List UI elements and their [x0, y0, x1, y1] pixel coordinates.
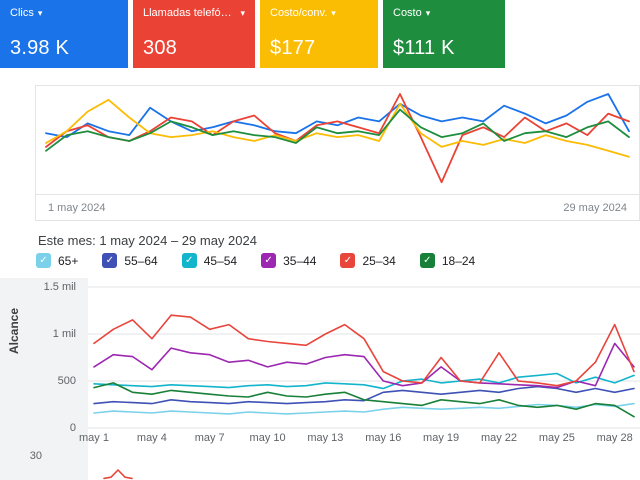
scorecard-value: $111 K [393, 37, 455, 59]
x-tick-label: may 4 [136, 432, 167, 444]
chevron-down-icon: ▾ [331, 7, 336, 18]
legend-item-18-24[interactable]: ✓ 18–24 [419, 253, 476, 268]
x-tick-label: may 13 [307, 432, 344, 444]
checkbox-checked-icon[interactable]: ✓ [340, 253, 356, 268]
x-axis-start-label: 1 may 2024 [48, 201, 106, 214]
x-tick-label: may 25 [538, 432, 575, 444]
check-icon: ✓ [39, 254, 48, 266]
reach-chart-x-axis: may 1 may 4 may 7 may 10 may 13 may 16 may 19 m… [79, 432, 640, 446]
legend-item-65plus[interactable]: ✓ 65+ [36, 253, 78, 268]
scorecard-llamadas-dropdown[interactable]: Llamadas telefónic… ▾ [143, 7, 245, 19]
scorecard-clics-dropdown[interactable]: Clics ▾ [10, 7, 118, 19]
x-tick-label: may 7 [194, 432, 225, 444]
legend-item-35-44[interactable]: ✓ 35–44 [261, 253, 316, 268]
legend-label: 35–44 [283, 253, 317, 268]
reach-chart-axis-panel [0, 278, 88, 480]
y-tick-label: 0 [69, 422, 76, 434]
check-icon: ✓ [343, 254, 353, 266]
partial-chart [88, 448, 640, 480]
check-icon: ✓ [264, 254, 273, 266]
legend-label: 25–34 [362, 253, 396, 268]
checkbox-checked-icon[interactable]: ✓ [419, 253, 435, 268]
partial-chart-svg [103, 469, 133, 480]
y-tick-label: 500 [57, 375, 76, 387]
check-icon: ✓ [185, 254, 194, 266]
scorecard-label: Costo [393, 7, 422, 19]
x-tick-label: may 1 [79, 432, 109, 444]
x-tick-label: may 19 [423, 432, 460, 444]
scorecard-value: 308 [143, 37, 177, 59]
legend-label: 18–24 [441, 253, 476, 268]
reach-chart [88, 278, 640, 430]
scorecard-llamadas[interactable]: Llamadas telefónic… ▾ 308 [133, 0, 255, 68]
chevron-down-icon: ▾ [37, 7, 43, 18]
check-icon: ✓ [105, 254, 115, 266]
scorecard-label: Costo/conv. [270, 7, 328, 19]
x-tick-label: may 22 [480, 432, 518, 444]
scorecard-costo-conv-dropdown[interactable]: Costo/conv. ▾ [270, 7, 368, 19]
age-legend: ✓ 65+ ✓ 55–64 ✓ 45–54 ✓ 35–44 ✓ 25–34 ✓ … [36, 253, 475, 268]
scorecard-costo-dropdown[interactable]: Costo ▾ [393, 7, 495, 19]
scorecard-label: Clics [10, 7, 34, 19]
reach-chart-svg [88, 286, 640, 429]
reach-chart-y-axis: 0 500 1 mil 1.5 mil [0, 278, 80, 438]
overview-chart-x-axis: 1 may 2024 29 may 2024 [36, 194, 639, 220]
chevron-down-icon: ▾ [240, 7, 245, 18]
overview-chart: 1 may 2024 29 may 2024 [35, 85, 640, 221]
chevron-down-icon: ▾ [425, 7, 431, 18]
scorecard-label: Llamadas telefónic… [143, 7, 237, 19]
date-range-title: Este mes: 1 may 2024 – 29 may 2024 [38, 233, 257, 248]
x-tick-label: may 10 [249, 432, 286, 444]
legend-item-55-64[interactable]: ✓ 55–64 [102, 253, 158, 268]
partial-chart-y-tick: 30 [29, 450, 42, 462]
x-axis-end-label: 29 may 2024 [563, 201, 627, 214]
scorecard-clics[interactable]: Clics ▾ 3.98 K [0, 0, 128, 68]
legend-label: 65+ [58, 253, 79, 268]
scorecard-row: Clics ▾ 3.98 K Llamadas telefónic… ▾ 308… [0, 0, 505, 68]
y-tick-label: 1 mil [52, 328, 76, 340]
y-tick-label: 1.5 mil [43, 281, 76, 293]
check-icon: ✓ [423, 254, 432, 266]
checkbox-checked-icon[interactable]: ✓ [36, 253, 51, 268]
scorecard-value: $177 [270, 37, 316, 59]
scorecard-costo[interactable]: Costo ▾ $111 K [383, 0, 505, 68]
checkbox-checked-icon[interactable]: ✓ [102, 253, 118, 268]
legend-item-45-54[interactable]: ✓ 45–54 [181, 253, 238, 268]
x-tick-label: may 16 [365, 432, 402, 444]
scorecard-costo-conv[interactable]: Costo/conv. ▾ $177 [260, 0, 378, 68]
scorecard-value: 3.98 K [10, 37, 70, 59]
checkbox-checked-icon[interactable]: ✓ [261, 253, 277, 268]
legend-label: 45–54 [203, 253, 238, 268]
overview-chart-svg [45, 93, 630, 184]
legend-item-25-34[interactable]: ✓ 25–34 [340, 253, 396, 268]
legend-label: 55–64 [124, 253, 158, 268]
x-tick-label: may 28 [596, 432, 633, 444]
checkbox-checked-icon[interactable]: ✓ [181, 253, 197, 268]
